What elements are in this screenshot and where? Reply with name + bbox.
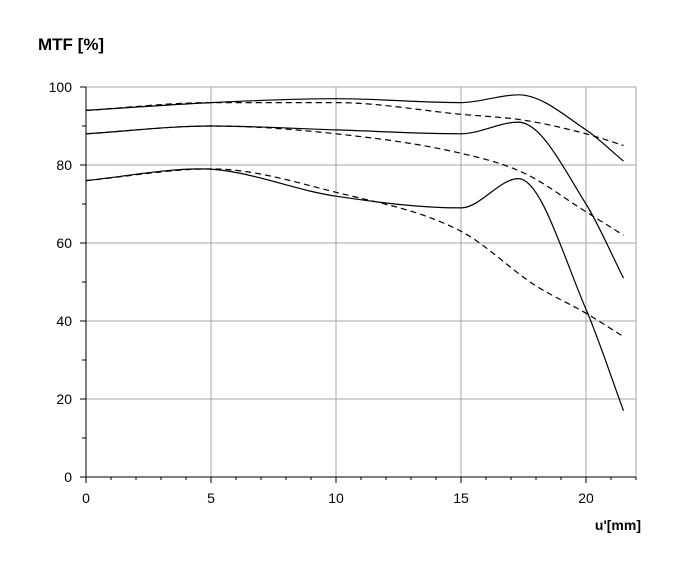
series-group xyxy=(85,94,625,411)
y-tick-label-40: 40 xyxy=(56,313,72,329)
series-line-6-dashed xyxy=(85,168,624,338)
axes xyxy=(80,86,637,483)
chart-title: MTF [%] xyxy=(38,35,104,54)
series-line-2-dashed xyxy=(85,101,624,147)
series-line-3-solid xyxy=(85,121,625,279)
x-tick-label-10: 10 xyxy=(328,490,344,506)
y-tick-label-0: 0 xyxy=(64,469,72,485)
y-tick-label-60: 60 xyxy=(56,235,72,251)
series-line-1-solid xyxy=(85,94,624,162)
x-tick-label-20: 20 xyxy=(578,490,594,506)
y-tick-label-80: 80 xyxy=(56,157,72,173)
series-line-4-dashed xyxy=(85,125,624,236)
y-tick-label-20: 20 xyxy=(56,391,72,407)
x-axis-label: u'[mm] xyxy=(595,517,641,533)
grid xyxy=(86,86,637,477)
x-tick-label-0: 0 xyxy=(82,490,90,506)
x-tick-label-15: 15 xyxy=(453,490,469,506)
y-tick-label-100: 100 xyxy=(49,79,73,95)
x-tick-label-5: 5 xyxy=(207,490,215,506)
tick-labels: 0 20 40 60 80 100 0 5 10 15 20 xyxy=(49,79,594,506)
